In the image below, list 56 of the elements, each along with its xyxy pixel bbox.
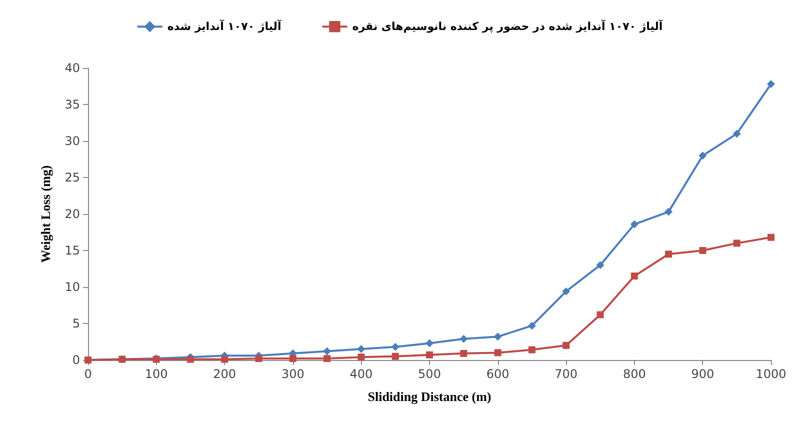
point [460, 334, 468, 343]
point [391, 342, 400, 351]
point [357, 345, 366, 354]
y-tick-label: 35 [64, 98, 80, 112]
x-tick-label: 1000 [756, 367, 786, 381]
point [767, 80, 775, 88]
point [494, 332, 502, 341]
point [426, 339, 434, 348]
point [221, 356, 228, 363]
x-tick-label: 0 [84, 367, 92, 381]
point [698, 152, 707, 160]
point [358, 354, 365, 361]
point [630, 272, 638, 280]
x-tick-label: 300 [281, 367, 304, 381]
point [664, 208, 673, 216]
y-tick-label: 15 [64, 244, 80, 258]
x-tick-label: 100 [144, 367, 168, 381]
point [596, 311, 604, 318]
point [392, 352, 399, 360]
y-tick-label: 10 [64, 280, 80, 294]
x-tick-label: 600 [486, 367, 510, 381]
point [528, 322, 536, 330]
point [596, 261, 604, 270]
point [528, 346, 536, 354]
point [255, 355, 262, 362]
x-tick-label: 800 [622, 367, 646, 381]
y-tick-label: 0 [72, 353, 80, 367]
point [324, 355, 331, 362]
legend-label: آلیاژ ۱۰۷۰ آندایز شده در حضور پر کننده نانوسیم‌های نقره [352, 19, 663, 34]
y-tick-label: 25 [64, 170, 80, 184]
y-tick-label: 5 [72, 316, 80, 330]
point [460, 350, 468, 357]
y-tick-label: 40 [64, 61, 80, 75]
point [186, 356, 194, 363]
x-axis-title: Slididing Distance (m) [368, 389, 492, 404]
point [562, 287, 570, 296]
x-tick-label: 200 [213, 367, 236, 381]
point [289, 355, 296, 362]
x-tick-label: 500 [418, 367, 441, 381]
point [426, 351, 433, 358]
point [494, 349, 502, 356]
point [768, 234, 774, 241]
point [699, 247, 706, 254]
y-tick-label: 20 [64, 207, 80, 221]
x-tick-label: 400 [350, 367, 373, 381]
point [630, 220, 638, 228]
point [733, 240, 740, 247]
point [665, 250, 672, 258]
legend-label: آلیاژ ۱۰۷۰ آندایز شده [167, 19, 282, 34]
point [323, 347, 332, 356]
y-tick-label: 30 [64, 134, 80, 148]
point [732, 130, 741, 138]
x-tick-label: 700 [554, 367, 578, 381]
y-axis-title: Weight Loss (mg) [38, 165, 53, 263]
x-tick-label: 900 [691, 367, 714, 381]
point [562, 342, 570, 349]
